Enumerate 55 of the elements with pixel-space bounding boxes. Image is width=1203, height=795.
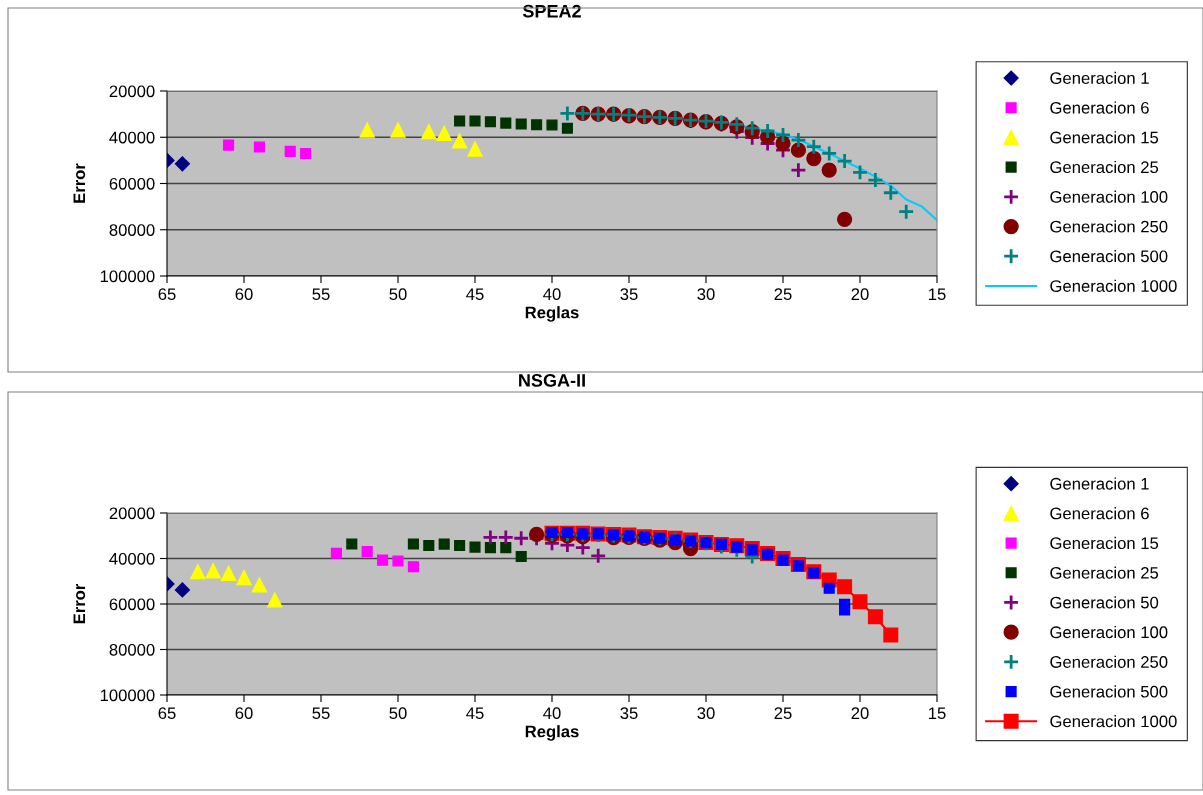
y-tick-label: 20000	[109, 507, 155, 520]
x-tick-label: 25	[774, 288, 792, 301]
chart-title: SPEA2	[522, 4, 581, 18]
y-tick-label: 60000	[109, 598, 155, 611]
x-tick-label: 50	[389, 288, 407, 301]
x-tick-label: 45	[466, 707, 484, 720]
x-tick-label: 55	[312, 707, 330, 720]
legend-label: Generacion 250	[1050, 655, 1168, 668]
x-tick-label: 65	[158, 288, 176, 301]
legend-label: Generacion 1	[1050, 71, 1149, 85]
x-tick-label: 40	[543, 288, 561, 301]
x-tick-label: 15	[929, 288, 946, 301]
y-tick-label: 100000	[100, 689, 155, 702]
legend-label: Generacion 6	[1050, 507, 1149, 520]
x-axis-title: Reglas	[525, 306, 579, 322]
y-tick-label: 80000	[109, 224, 155, 236]
y-tick-label: 20000	[109, 85, 155, 98]
legend-label: Generacion 500	[1050, 685, 1168, 698]
legend-label: Generacion 100	[1050, 625, 1168, 639]
legend-label: Generacion 25	[1050, 566, 1159, 579]
y-tick-label: 40000	[109, 552, 155, 565]
x-tick-label: 50	[389, 707, 407, 720]
x-tick-label: 15	[929, 707, 946, 720]
legend-label: Generacion 1	[1050, 477, 1149, 490]
legend-label: Generacion 1000	[1050, 715, 1177, 728]
legend-label: Generacion 6	[1050, 101, 1149, 114]
y-axis-title: Error	[73, 583, 86, 624]
x-tick-label: 35	[620, 707, 638, 720]
legend-label: Generacion 100	[1050, 190, 1168, 203]
legend-label: Generacion 25	[1050, 160, 1159, 174]
y-tick-label: 40000	[109, 131, 155, 144]
x-tick-label: 20	[851, 288, 869, 301]
x-tick-label: 60	[235, 707, 253, 720]
x-tick-label: 35	[620, 288, 638, 301]
x-tick-label: 30	[697, 707, 715, 720]
x-tick-label: 20	[851, 707, 869, 720]
legend-label: Generacion 50	[1050, 596, 1159, 609]
legend-label: Generacion 15	[1050, 536, 1159, 550]
x-tick-label: 45	[466, 288, 484, 301]
x-tick-label: 60	[235, 288, 253, 301]
legend-label: Generacion 15	[1050, 131, 1159, 144]
x-tick-label: 55	[312, 288, 330, 301]
x-tick-label: 30	[697, 288, 715, 301]
legend-label: Generacion 500	[1050, 249, 1168, 263]
legend-label: Generacion 1000	[1050, 279, 1177, 292]
y-axis-title: Error	[73, 163, 86, 203]
chart-title: NSGA-II	[519, 374, 585, 387]
x-tick-label: 40	[543, 707, 561, 720]
x-tick-label: 25	[774, 707, 792, 720]
y-tick-label: 60000	[109, 177, 155, 190]
x-tick-label: 65	[158, 707, 176, 720]
x-axis-title: Reglas	[525, 725, 579, 741]
legend-label: Generacion 250	[1050, 220, 1168, 233]
y-tick-label: 100000	[100, 270, 155, 283]
y-tick-label: 80000	[109, 643, 155, 656]
